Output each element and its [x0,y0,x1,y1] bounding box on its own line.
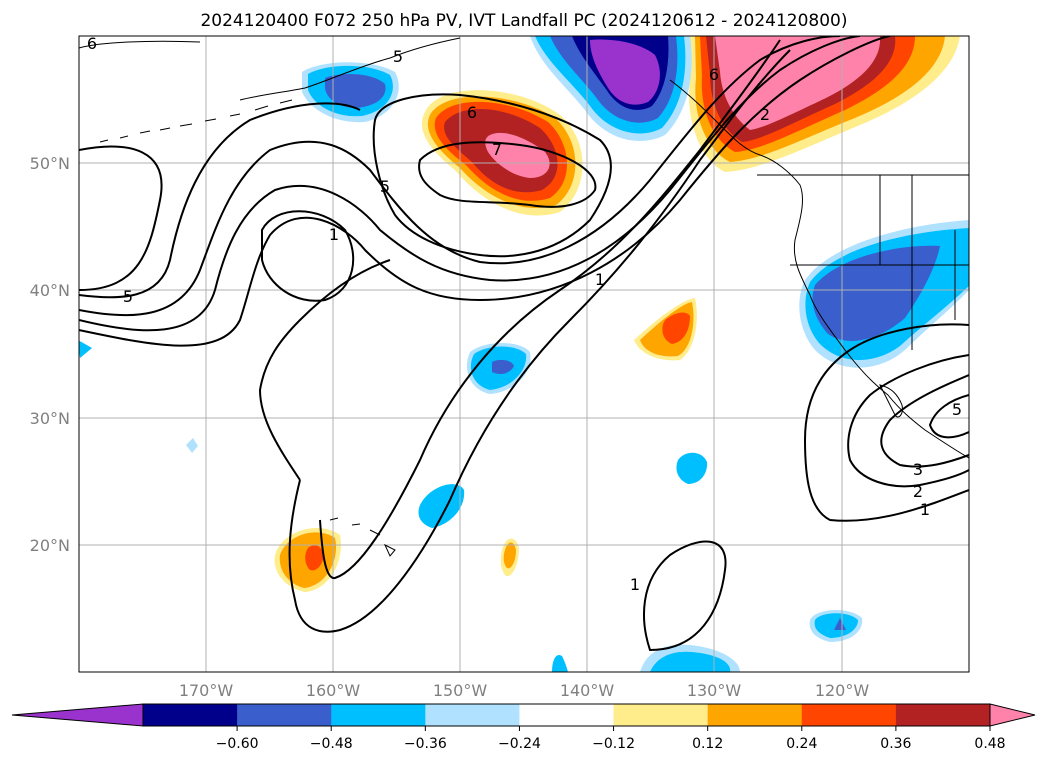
colorbar-segment [895,704,991,726]
contour-label: 3 [913,460,923,479]
contour-label: 1 [329,225,339,244]
colorbar-extend-high [989,703,1036,727]
x-tick-label: 150°W [433,681,488,700]
contour-label: 1 [630,575,640,594]
contour-label: 7 [492,140,502,159]
pv-anomaly-negative [552,654,568,672]
contour-line [803,323,969,522]
contour-label: 5 [952,400,962,419]
us-state-borders [790,175,969,350]
contour-line [372,93,612,258]
pv-anomaly-negative [812,245,940,341]
colorbar-tick-label: 0.36 [880,736,911,752]
pv-anomaly-positive [662,312,690,344]
x-tick-label: 170°W [179,681,234,700]
pv-anomaly-negative [492,359,514,374]
pv-anomaly-negative [650,651,731,672]
contour-line [643,540,727,652]
x-tick-label: 160°W [306,681,361,700]
pv-contours [79,36,969,652]
contour-label: 2 [760,105,770,124]
pv-anomaly-negative [590,39,660,105]
colorbar-segment [801,704,897,726]
colorbar-tick-label: 0.48 [974,736,1005,752]
hawaiian-islands [329,517,396,557]
contour-labels: 6 5 6 7 5 1 5 1 6 2 1 3 2 1 5 [87,34,962,594]
pacific-northwest-coastline [669,79,969,459]
y-tick-label: 20°N [30,536,70,555]
x-tick-label: 140°W [560,681,615,700]
colorbar-tick-label: −0.12 [592,736,635,752]
colorbar-segment [425,704,520,726]
x-axis-ticks: 170°W 160°W 150°W 140°W 130°W 120°W [179,681,870,700]
colorbar-extend-low [11,703,144,727]
contour-label: 5 [380,177,390,196]
x-tick-label: 130°W [687,681,742,700]
contour-label: 6 [709,65,719,84]
contour-label: 6 [467,103,477,122]
pv-anomaly-negative [79,340,92,358]
contour-line [928,394,969,439]
contour-line [79,36,841,317]
y-axis-ticks: 50°N 40°N 30°N 20°N [30,154,70,555]
colorbar-tick-label: −0.36 [404,736,447,752]
contour-line [319,39,781,579]
pv-anomaly-negative [325,74,386,108]
pv-anomaly-positive [715,36,881,130]
colorbar-tick-label: −0.60 [216,736,259,752]
chart-title: 2024120400 F072 250 hPa PV, IVT Landfall… [200,11,847,31]
colorbar-segment [613,704,709,726]
pv-anomaly-negative [676,452,708,484]
pv-anomaly-positive [305,545,324,571]
colorbar-tick-label: 0.24 [786,736,817,752]
contour-line [880,374,969,468]
contour-line [288,49,791,633]
pv-anomaly-negative [186,438,198,453]
colorbar-segment [707,704,803,726]
contour-line [418,141,597,208]
contour-line [258,259,391,481]
contour-line [847,354,969,488]
colorbar-tick-label: −0.24 [498,736,541,752]
coastlines [79,37,969,557]
contour-label: 1 [920,500,930,519]
colorbar-frame [142,703,991,727]
colorbar-segment [519,704,615,726]
y-tick-label: 40°N [30,281,70,300]
y-tick-label: 50°N [30,154,70,173]
contour-label: 2 [913,482,923,501]
alaska-coastline [79,37,461,101]
contour-label: 5 [393,47,403,66]
pv-anomaly-negative [834,618,846,630]
y-tick-label: 30°N [30,409,70,428]
contour-line [261,210,355,302]
map-frame [78,35,970,673]
contour-label: 6 [87,34,97,53]
colorbar-tick-label: −0.48 [310,736,353,752]
contour-label: 5 [123,287,133,306]
aleutian-islands [99,99,293,143]
contour-line [79,36,891,347]
contour-label: 1 [595,270,605,289]
pv-shading [79,36,969,672]
contour-line [79,102,361,299]
colorbar: −0.60 −0.48 −0.36 −0.24 −0.12 0.12 0.24 0.36 0.4… [11,703,1036,752]
baja-california-coastline [879,384,903,418]
colorbar-tick-label: 0.12 [692,736,723,752]
map-panel: 6 5 6 7 5 1 5 1 6 2 1 3 2 1 5 [78,34,970,673]
pv-anomaly-positive [485,132,550,178]
pv-anomaly-positive [503,542,516,569]
contour-line [79,145,163,291]
x-tick-label: 120°W [815,681,870,700]
colorbar-segment [143,704,238,726]
colorbar-segment [237,704,332,726]
colorbar-segment [331,704,426,726]
